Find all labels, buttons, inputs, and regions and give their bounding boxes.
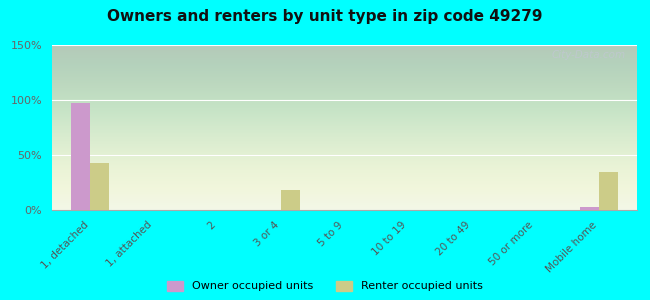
Text: Owners and renters by unit type in zip code 49279: Owners and renters by unit type in zip c… (107, 9, 543, 24)
Bar (90, 163, 109, 210)
Bar (599, 172, 618, 210)
Legend: Owner occupied units, Renter occupied units: Owner occupied units, Renter occupied un… (167, 281, 483, 291)
Bar (580, 207, 599, 210)
Text: City-Data.com: City-Data.com (551, 50, 625, 60)
Bar (71, 103, 90, 210)
Bar (281, 190, 300, 210)
